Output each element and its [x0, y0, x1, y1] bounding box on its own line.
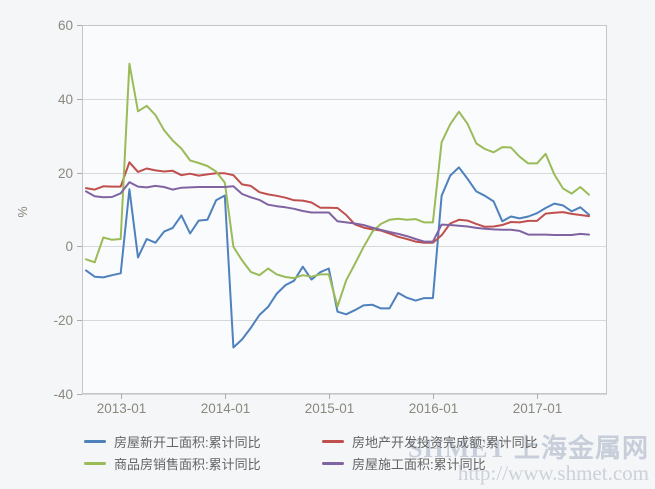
y-tick-label: 20: [58, 166, 73, 181]
plot-area: [82, 25, 607, 394]
legend-label-0: 房屋新开工面积:累计同比: [114, 435, 261, 450]
legend-swatch-0: [84, 440, 106, 443]
series-line-1: [85, 161, 590, 244]
x-tick-label: 2017-01: [513, 401, 563, 416]
legend-swatch-2: [84, 462, 106, 465]
y-tick-label: 0: [65, 239, 73, 254]
legend-label-1: 房地产开发投资完成额:累计同比: [352, 435, 538, 450]
chart-legend: 房屋新开工面积:累计同比 房地产开发投资完成额:累计同比商品房销售面积:累计同比 房…: [84, 432, 538, 473]
y-axis-unit-label: %: [16, 206, 30, 217]
y-tick-label: 40: [58, 92, 73, 107]
legend-item-2: 商品房销售面积:累计同比: [84, 454, 308, 473]
legend-item-0: 房屋新开工面积:累计同比: [84, 432, 308, 451]
y-tick-label: -40: [53, 387, 73, 402]
y-tick-label: 60: [58, 18, 73, 33]
chart-canvas: 60 40 20 0 -20 -40 2013-01 2014-01 2015-01 2016-0…: [16, 18, 607, 416]
x-tick-label: 2013-01: [97, 401, 147, 416]
legend-item-3: 房屋施工面积:累计同比: [322, 454, 538, 473]
series-line-2: [85, 62, 590, 308]
legend-label-3: 房屋施工面积:累计同比: [352, 457, 486, 472]
legend-swatch-3: [322, 462, 344, 465]
x-tick-label: 2015-01: [305, 401, 355, 416]
series-line-0: [85, 166, 590, 349]
plot-border: [82, 25, 607, 394]
x-tick-label: 2014-01: [201, 401, 251, 416]
x-tick-label: 2016-01: [409, 401, 459, 416]
legend-item-1: 房地产开发投资完成额:累计同比: [322, 432, 538, 451]
legend-swatch-1: [322, 440, 344, 443]
legend-label-2: 商品房销售面积:累计同比: [114, 457, 261, 472]
y-tick-label: -20: [53, 313, 73, 328]
series-line-3: [85, 181, 590, 243]
